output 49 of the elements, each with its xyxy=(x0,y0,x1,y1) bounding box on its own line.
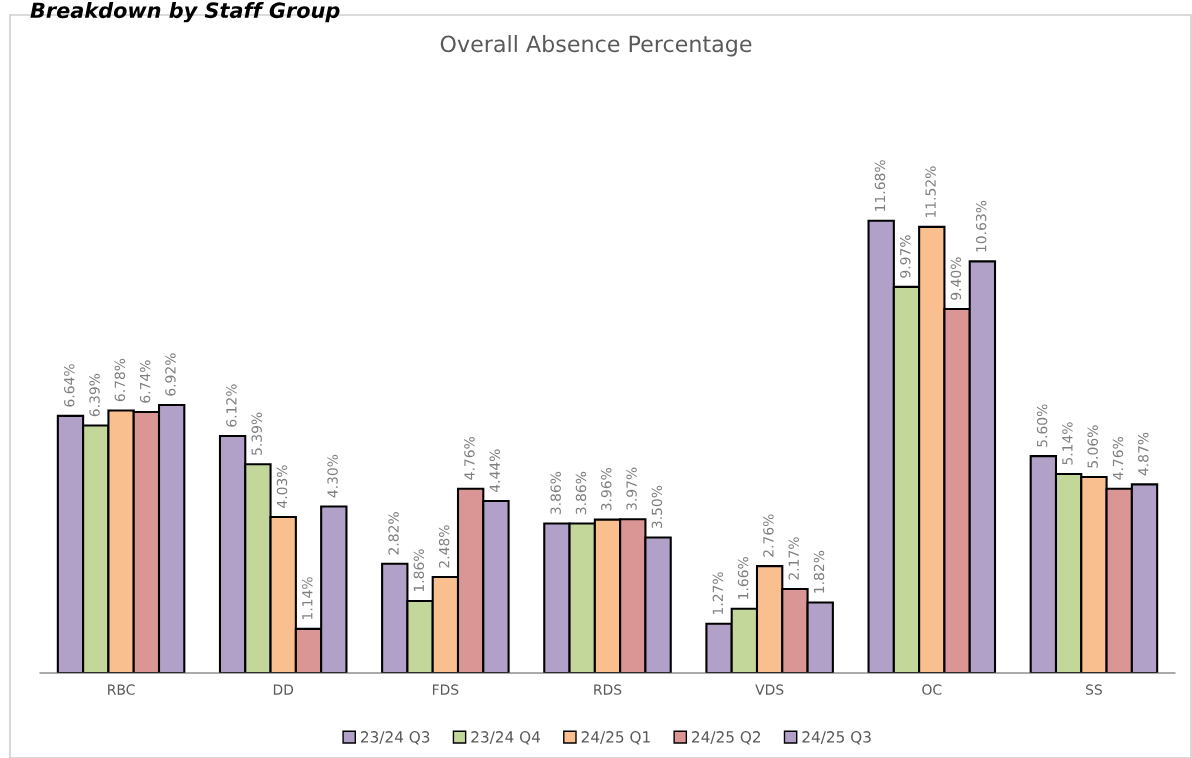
x-tick-label: SS xyxy=(1086,684,1102,695)
data-label: 11.68% xyxy=(874,160,886,211)
data-label: 1.82% xyxy=(813,550,825,593)
data-label: 3.86% xyxy=(575,471,587,515)
data-label: 6.92% xyxy=(165,353,176,396)
data-label: 3.97% xyxy=(626,467,637,510)
legend-label: 23/24 Q3 xyxy=(361,731,430,745)
data-label: 6.74% xyxy=(139,360,151,403)
data-label: 1.86% xyxy=(413,549,425,592)
x-tick-label: RBC xyxy=(108,684,135,695)
x-tick-label: DD xyxy=(273,684,294,695)
data-label: 11.52% xyxy=(925,166,936,218)
data-label: 2.17% xyxy=(788,537,799,580)
x-tick-label: FDS xyxy=(432,684,459,695)
data-label: 4.76% xyxy=(1112,436,1124,480)
x-tick-label: VDS xyxy=(755,684,784,695)
data-label: 4.87% xyxy=(1138,432,1149,476)
data-label: 9.40% xyxy=(950,257,962,300)
data-label: 4.44% xyxy=(489,449,500,493)
data-label: 6.64% xyxy=(64,364,75,407)
data-label: 4.76% xyxy=(464,436,475,480)
data-label: 2.82% xyxy=(388,512,399,555)
data-label: 6.78% xyxy=(114,358,126,402)
data-label: 4.03% xyxy=(276,465,288,508)
data-label: 1.14% xyxy=(302,577,313,619)
data-label: 2.76% xyxy=(763,514,774,557)
legend-label: 24/25 Q2 xyxy=(692,731,761,745)
data-label: 1.66% xyxy=(737,557,749,599)
data-label: 5.39% xyxy=(251,412,262,455)
x-tick-label: OC xyxy=(922,684,942,695)
data-label: 5.14% xyxy=(1062,422,1073,465)
data-label: 6.12% xyxy=(226,384,237,427)
data-label: 10.63% xyxy=(975,200,987,252)
legend-label: 24/25 Q3 xyxy=(802,731,871,745)
data-label: 9.97% xyxy=(900,235,911,278)
data-label: 4.30% xyxy=(327,454,338,498)
legend-label: 24/25 Q1 xyxy=(581,731,650,745)
legend-label: 23/24 Q4 xyxy=(471,731,541,745)
data-label: 3.50% xyxy=(651,485,663,529)
data-label: 1.27% xyxy=(712,572,724,614)
data-label: 6.39% xyxy=(89,373,100,417)
x-tick-label: RDS xyxy=(594,684,622,695)
chart-title: Overall Absence Percentage xyxy=(440,35,752,57)
chart-subtitle: Breakdown by Staff Group xyxy=(30,2,340,23)
data-label: 5.60% xyxy=(1036,404,1048,447)
data-label: 3.96% xyxy=(601,467,612,511)
data-label: 2.48% xyxy=(438,525,450,568)
data-label: 3.86% xyxy=(550,471,561,515)
data-label: 5.06% xyxy=(1087,425,1098,468)
